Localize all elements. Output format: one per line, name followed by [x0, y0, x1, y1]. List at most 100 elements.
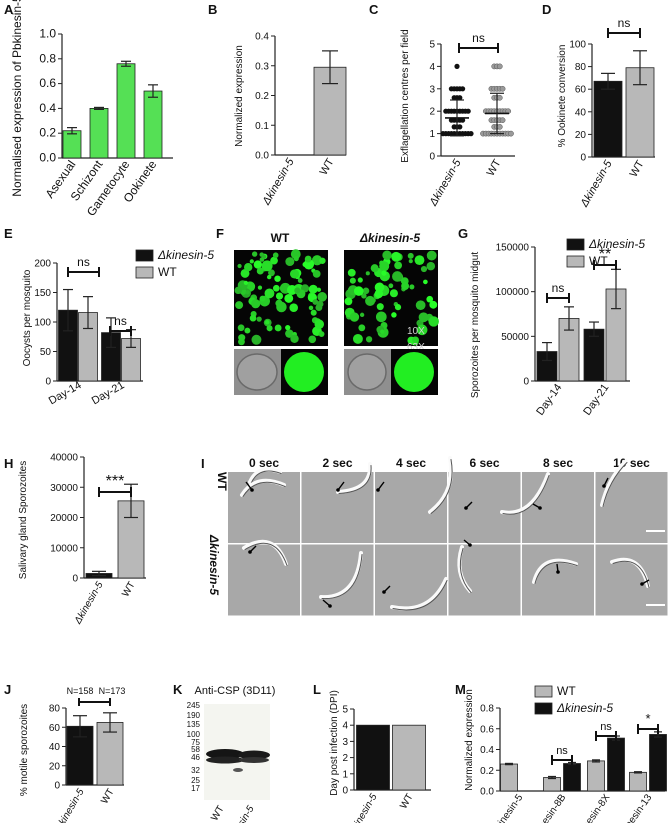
oocyst-spot [272, 284, 280, 292]
panel-e-ylabel: Oocysts per mosquito [22, 269, 33, 366]
panel-i-row2-label: Δkinesin-5 [207, 534, 221, 595]
panel-m-chart: 0.0 0.2 0.4 0.6 0.8 kinesin-5 kinesin-8B kinesi… [480, 684, 667, 823]
motion-arrow-head [376, 488, 380, 492]
motion-arrow-head [328, 604, 332, 608]
oocyst-spot [429, 300, 438, 309]
motion-arrow-head [602, 484, 606, 488]
oocyst-spot [388, 283, 394, 289]
frame-time-label: 8 sec [543, 456, 573, 470]
C-data-point [499, 85, 506, 92]
oocyst-spot [251, 334, 262, 345]
wt-oocyst-outline [236, 353, 278, 391]
oocyst-spot [382, 250, 392, 260]
oocyst-spot [257, 285, 263, 290]
oocyst-spot [375, 311, 387, 323]
blot-lane-label: Δkinesin-5 [223, 804, 257, 823]
ko-fluor-oocyst [394, 352, 434, 392]
panel-b-ylabel: Normalized expression [234, 45, 245, 147]
oocyst-spot [285, 329, 294, 338]
panel-c-ylabel: Exflagellation centres per field [400, 29, 411, 162]
oocyst-spot [359, 312, 365, 318]
G-legend-swatch [566, 238, 585, 251]
oocyst-spot [374, 282, 385, 293]
oocyst-spot [274, 275, 281, 282]
M-ytick-label: 0.8 [480, 704, 494, 715]
panel-f-wt-title: WT [271, 231, 290, 245]
ko-sporozoite-shadow [321, 554, 363, 600]
H-xtick-label: Δkinesin-5 [72, 580, 106, 627]
oocyst-spot [289, 269, 300, 279]
L-bar [392, 724, 426, 791]
oocyst-spot [308, 305, 314, 311]
oocyst-spot [249, 314, 257, 322]
wt-sporozoite-shadow [242, 481, 286, 497]
G-legend-swatch [566, 255, 585, 268]
oocyst-spot [294, 287, 301, 294]
oocyst-spot [380, 329, 385, 334]
M-sig-label: ns [600, 721, 612, 733]
C-data-point [496, 124, 503, 130]
ko-frame [228, 544, 300, 616]
oocyst-spot [407, 252, 414, 259]
E-xtick-label: Day-21 [90, 379, 127, 407]
motion-arrow-head [248, 550, 252, 554]
panel-label-a: A [4, 2, 14, 17]
oocyst-spot [237, 263, 242, 269]
D-xtick-label: WT [628, 158, 647, 179]
H-xtick-label: WT [120, 580, 137, 599]
oocyst-spot [358, 324, 366, 332]
motion-arrow-head [538, 506, 542, 510]
D-ytick-label: 0 [580, 153, 586, 164]
oocyst-spot [376, 303, 384, 311]
wt-sporozoite [600, 459, 628, 507]
J-n-label: N=158 [67, 686, 94, 696]
M-xtick-label: kinesin-5 [493, 792, 525, 823]
oocyst-spot [256, 267, 264, 275]
M-sig-label: ns [556, 745, 568, 757]
oocyst-spot [244, 263, 253, 272]
oocyst-spot [394, 304, 402, 311]
E-sig-label: ns [77, 255, 90, 269]
blot-marker-label: 25 [191, 776, 200, 785]
M-bar [500, 763, 518, 792]
blot-marker-label: 135 [187, 720, 201, 729]
A-bar [116, 63, 136, 159]
oocyst-spot [243, 280, 248, 285]
panel-m-ylabel: Normalized expression [464, 689, 475, 791]
panel-b-chart: 0.0 0.1 0.2 0.3 0.4 Δkinesin-5 WT [255, 32, 347, 208]
M-bar [629, 771, 647, 792]
oocyst-spot [310, 309, 317, 316]
panel-i-frames: 0 sec 2 sec 4 sec 6 sec 8 sec 10 sec [228, 456, 668, 616]
oocyst-spot [316, 287, 322, 292]
panel-label-d: D [542, 2, 551, 17]
oocyst-spot [245, 290, 250, 295]
C-sig-label: ns [472, 31, 485, 45]
J-bar [96, 722, 124, 786]
wt-sporozoite [248, 467, 282, 484]
oocyst-spot [285, 325, 291, 331]
wt-sporozoite [240, 478, 286, 497]
frame-time-label: 0 sec [249, 456, 279, 470]
J-ytick-label: 20 [49, 761, 61, 772]
E-ytick-label: 200 [34, 259, 51, 270]
oocyst-spot [379, 261, 390, 272]
oocyst-spot [237, 324, 245, 332]
M-legend-label: Δkinesin-5 [556, 701, 613, 715]
oocyst-spot [290, 334, 299, 343]
J-ytick-label: 80 [49, 704, 61, 715]
H-ytick-label: 10000 [50, 543, 78, 554]
E-legend-label: Δkinesin-5 [157, 248, 214, 262]
motion-arrow-head [382, 590, 386, 594]
oocyst-spot [261, 260, 273, 272]
oocyst-spot [314, 319, 325, 330]
E-legend-swatch [135, 266, 154, 279]
oocyst-spot [394, 261, 403, 270]
panel-f-images: 10X 63X [234, 249, 439, 395]
blot-marker-label: 46 [191, 753, 200, 762]
D-bar [593, 80, 623, 158]
oocyst-spot [284, 293, 294, 303]
blot-marker-label: 17 [191, 784, 200, 793]
oocyst-spot [357, 277, 363, 283]
C-data-point [457, 124, 463, 130]
